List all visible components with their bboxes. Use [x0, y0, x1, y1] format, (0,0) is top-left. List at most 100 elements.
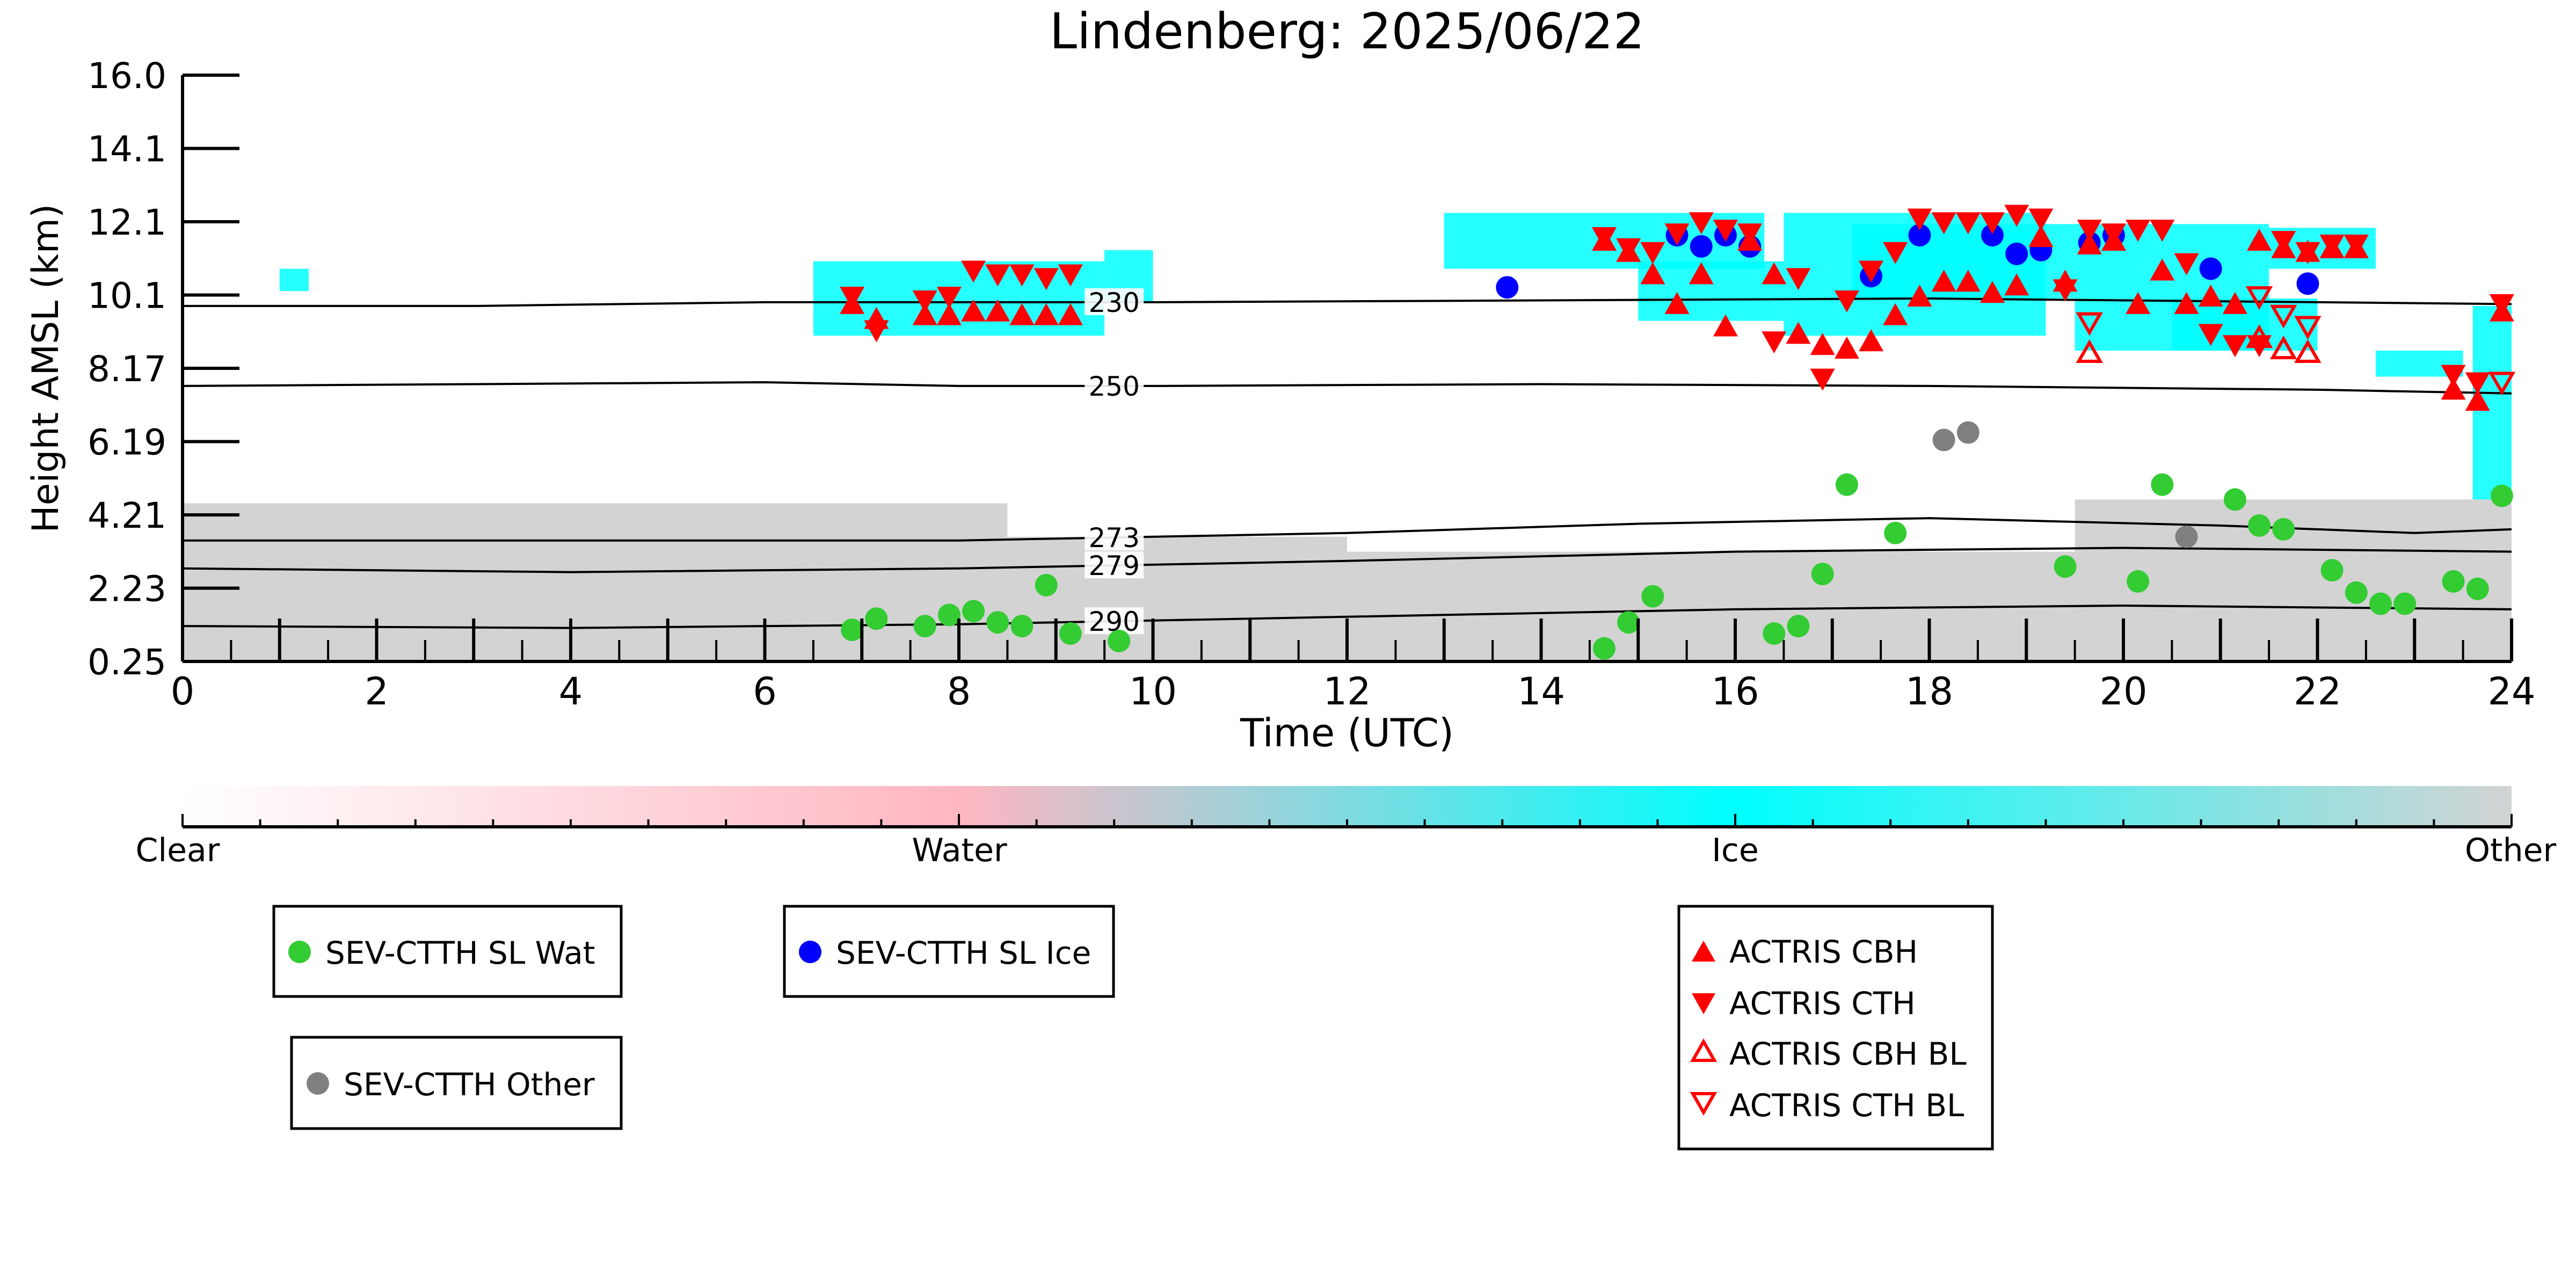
marker-actris-cth-9: [1591, 227, 1617, 250]
marker-actris-cth-37: [2271, 231, 2296, 253]
isotherm-279: [183, 547, 2512, 573]
y-tick-label-7: 14.1: [88, 129, 166, 170]
y-tick-label-8: 16.0: [88, 55, 166, 97]
marker-sev-ctth-sl-ice-0: [1496, 276, 1519, 299]
marker-actris-cth-42: [2465, 372, 2490, 395]
marker-actris-cth-43: [2489, 294, 2514, 316]
x-tick-label-4: 8: [947, 670, 971, 714]
legend-label-actris-cth: ACTRIS CTH: [1729, 985, 1916, 1022]
x-tick-label-11: 22: [2294, 670, 2341, 714]
marker-sev-ctth-sl-wat-21: [2223, 488, 2246, 511]
marker-actris-cth-11: [1640, 242, 1665, 264]
marker-sev-ctth-sl-ice-8: [2005, 242, 2028, 265]
legend-marker-actris-cbh-bl: [1690, 1038, 1718, 1062]
isotherm-label-bg-273: [1085, 523, 1144, 551]
marker-actris-cbh-6: [1009, 303, 1035, 325]
marker-actris-cth-14: [1713, 220, 1738, 242]
marker-actris-cth-15: [1737, 223, 1763, 246]
x-axis-label: Time (UTC): [1240, 710, 1454, 755]
marker-actris-cbh-13: [1689, 262, 1714, 285]
marker-sev-ctth-sl-wat-12: [1641, 585, 1664, 608]
x-tick-label-9: 18: [1905, 670, 1953, 714]
x-tick-label-0: 0: [171, 670, 195, 714]
marker-sev-ctth-sl-wat-29: [2466, 577, 2489, 600]
marker-sev-ctth-sl-wat-2: [913, 615, 936, 638]
cloud-region-ice-4: [1638, 261, 1784, 321]
marker-actris-cth-bl-4: [2488, 372, 2516, 396]
marker-actris-cth-39: [2319, 235, 2345, 257]
marker-actris-cth-29: [2077, 220, 2102, 242]
x-tick-label-7: 14: [1517, 670, 1565, 714]
isotherm-label-273: 273: [1088, 522, 1139, 554]
legend-label-actris-cth-bl: ACTRIS CTH BL: [1729, 1087, 1964, 1124]
marker-sev-ctth-sl-wat-15: [1811, 563, 1834, 586]
marker-actris-cbh-11: [1640, 262, 1665, 285]
isotherm-250: [183, 381, 2512, 395]
legend-marker-sev-ice: [799, 941, 821, 963]
legend-marker-sev-other: [307, 1072, 329, 1095]
marker-actris-cth-6: [1009, 264, 1035, 287]
isotherm-label-bg-250: [1085, 372, 1144, 399]
marker-actris-cth-0: [840, 287, 865, 309]
legend-label-sev-water: SEV-CTTH SL Wat: [325, 935, 595, 971]
marker-actris-cth-22: [1907, 208, 1932, 231]
marker-sev-ctth-sl-wat-23: [2272, 518, 2295, 541]
legend-label-sev-other: SEV-CTTH Other: [344, 1066, 595, 1103]
marker-actris-cbh-5: [985, 299, 1010, 322]
cloud-region-ice-2: [279, 268, 309, 292]
isotherm-label-bg-279: [1085, 551, 1144, 579]
marker-sev-ctth-sl-wat-28: [2442, 570, 2465, 593]
marker-actris-cbh-33: [2174, 292, 2199, 314]
chart-title: Lindenberg: 2025/06/22: [1050, 3, 1645, 60]
marker-sev-ctth-sl-wat-7: [1035, 573, 1058, 596]
marker-actris-cbh-7: [1034, 303, 1059, 325]
marker-sev-ctth-sl-ice-13: [2296, 272, 2319, 295]
marker-actris-cbh-23: [1931, 270, 1956, 292]
marker-actris-cth-10: [1616, 238, 1641, 260]
marker-actris-cth-34: [2198, 324, 2223, 346]
marker-actris-cbh-20: [1859, 329, 1884, 352]
marker-sev-ctth-sl-wat-6: [1010, 615, 1034, 638]
x-tick-label-6: 12: [1323, 670, 1371, 714]
isotherm-label-250: 250: [1088, 371, 1139, 402]
marker-sev-ctth-sl-wat-26: [2369, 592, 2392, 615]
marker-actris-cth-2: [912, 290, 937, 312]
x-tick-label-5: 10: [1129, 670, 1177, 714]
marker-actris-cbh-21: [1883, 303, 1908, 325]
marker-sev-ctth-sl-wat-14: [1787, 615, 1810, 638]
marker-sev-ctth-sl-wat-4: [962, 600, 985, 623]
marker-actris-cbh-bl-1: [2245, 324, 2273, 348]
y-tick-label-4: 8.17: [88, 348, 166, 390]
x-tick-label-2: 4: [559, 670, 583, 714]
marker-sev-ctth-sl-wat-8: [1059, 622, 1082, 645]
marker-actris-cbh-34: [2198, 285, 2223, 307]
marker-sev-ctth-sl-wat-13: [1763, 622, 1786, 645]
marker-actris-cbh-26: [2004, 273, 2029, 296]
marker-actris-cth-7: [1034, 268, 1059, 290]
marker-sev-ctth-sl-wat-17: [1884, 521, 1907, 544]
marker-actris-cth-24: [1955, 212, 1981, 235]
y-tick-label-2: 4.21: [88, 495, 166, 536]
y-axis-label: Height AMSL (km): [25, 204, 67, 533]
marker-actris-cbh-24: [1955, 270, 1981, 292]
marker-sev-ctth-sl-wat-16: [1835, 473, 1858, 496]
marker-sev-ctth-sl-wat-30: [2490, 484, 2513, 507]
marker-actris-cbh-29: [2077, 232, 2102, 254]
marker-actris-cbh-25: [1980, 281, 2005, 303]
marker-sev-ctth-sl-wat-5: [986, 611, 1009, 634]
marker-actris-cth-35: [2222, 335, 2247, 358]
marker-actris-cbh-3: [936, 303, 962, 325]
marker-actris-cth-13: [1689, 212, 1714, 235]
marker-sev-ctth-other-2: [2175, 525, 2198, 548]
isotherm-273: [183, 517, 2512, 542]
isotherm-label-279: 279: [1088, 550, 1139, 581]
marker-actris-cth-17: [1786, 268, 1811, 290]
marker-actris-cth-bl-3: [2294, 316, 2322, 340]
y-tick-label-5: 10.1: [88, 275, 166, 317]
marker-actris-cth-21: [1883, 242, 1908, 264]
marker-actris-cth-40: [2344, 235, 2369, 257]
legend-label-sev-ice: SEV-CTTH SL Ice: [836, 935, 1091, 971]
cloud-region-other-13: [183, 503, 1008, 552]
